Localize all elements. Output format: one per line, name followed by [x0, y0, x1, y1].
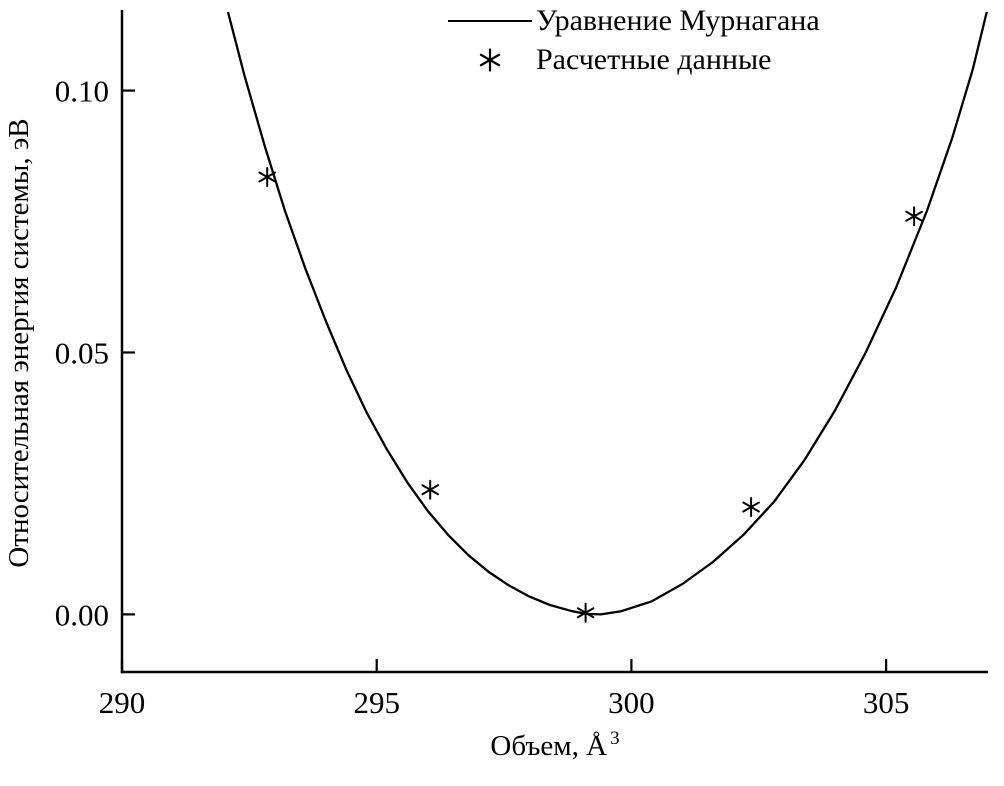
- legend-item-points: Расчетные данные: [444, 40, 820, 79]
- y-tick-label: 0.10: [55, 74, 109, 109]
- calculated-data-points: [258, 167, 923, 623]
- x-axis-ticks: 290 295 300 305: [99, 659, 910, 720]
- y-tick-label: 0.00: [55, 597, 109, 632]
- x-axis-label-text: Объем, Å: [490, 730, 608, 762]
- legend-label-points: Расчетные данные: [536, 42, 772, 76]
- legend: Уравнение Мурнагана Расчетные данные: [444, 1, 820, 79]
- legend-line-sample-icon: [444, 19, 536, 22]
- x-tick-label: 290: [99, 685, 146, 720]
- asterisk-marker-icon: [444, 47, 536, 73]
- x-axis-label-superscript: 3: [610, 728, 620, 749]
- x-tick-label: 300: [608, 685, 655, 720]
- data-point-marker: [905, 206, 923, 227]
- legend-item-curve: Уравнение Мурнагана: [444, 1, 820, 40]
- murnaghan-curve-line: [226, 12, 988, 616]
- legend-label-curve: Уравнение Мурнагана: [536, 3, 820, 37]
- x-tick-label: 305: [863, 685, 910, 720]
- data-point-marker: [742, 497, 760, 517]
- data-point-marker: [421, 479, 439, 500]
- y-axis-ticks: 0.00 0.05 0.10: [55, 74, 135, 632]
- y-tick-label: 0.05: [55, 335, 109, 370]
- data-point-marker: [576, 602, 595, 623]
- data-point-marker: [258, 167, 276, 187]
- y-axis-label: Относительная энергия системы, эВ: [3, 118, 35, 568]
- x-tick-label: 295: [353, 685, 400, 720]
